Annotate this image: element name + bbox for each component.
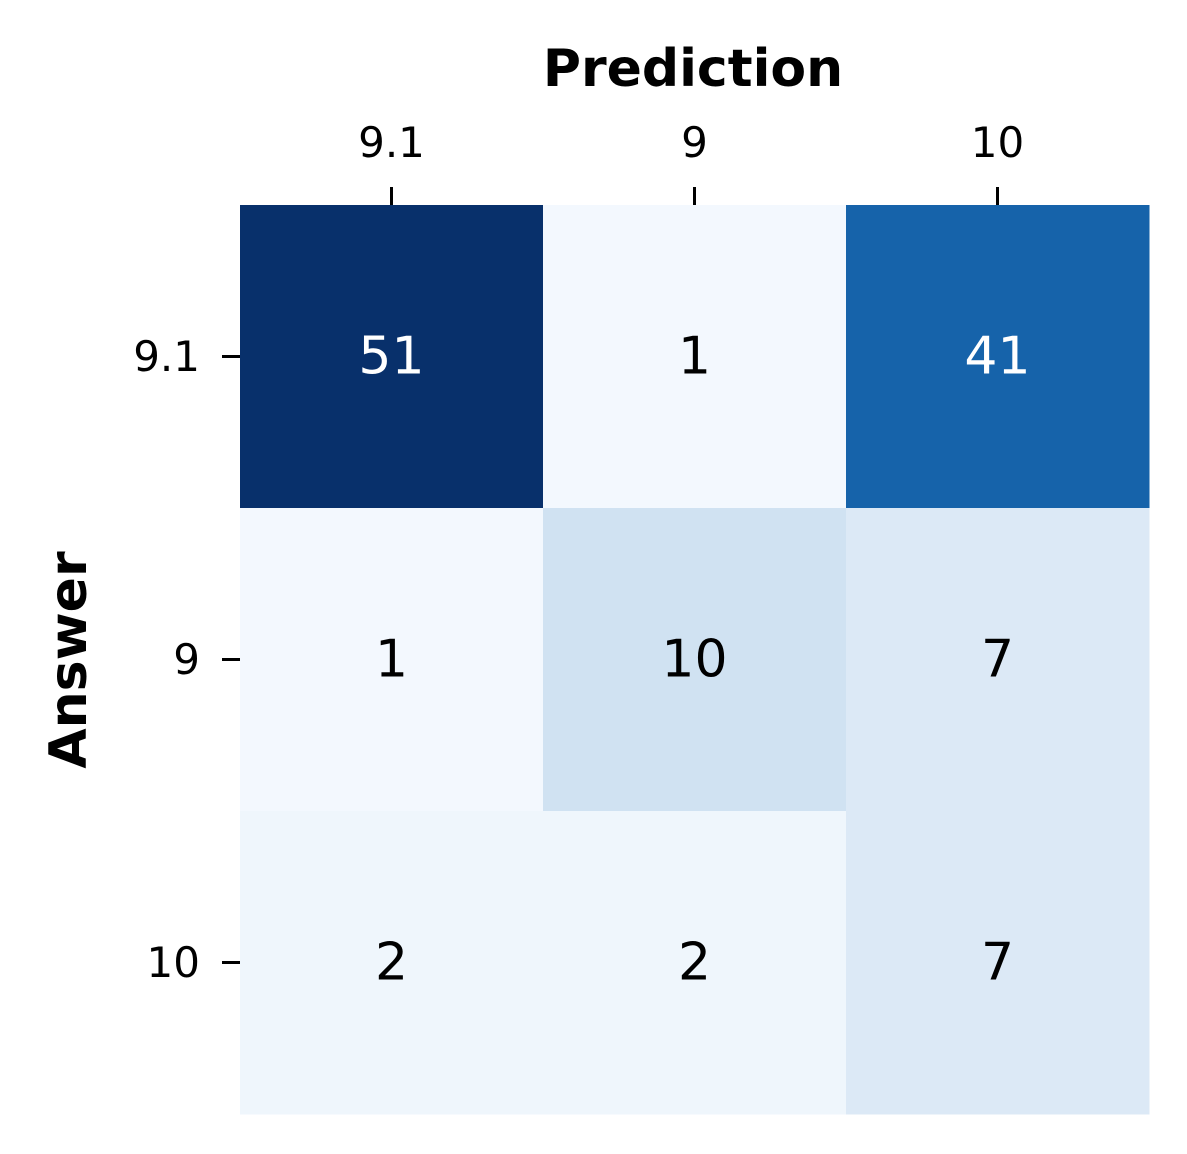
x-tick-label: 9.1 xyxy=(358,118,425,167)
x-tick-label: 10 xyxy=(971,118,1024,167)
heatmap-cell xyxy=(240,811,544,1115)
heatmap-cells: 51 1 41 1 10 7 2 2 7 xyxy=(240,205,1150,1115)
x-axis-ticks: 9.1 9 10 xyxy=(358,118,1024,205)
cell-value-label: 1 xyxy=(678,327,711,387)
y-tick-label: 9.1 xyxy=(133,332,200,381)
cell-value-label: 10 xyxy=(661,630,727,690)
heatmap-cell xyxy=(240,508,544,812)
heatmap-cell xyxy=(846,508,1150,812)
heatmap-cell xyxy=(240,205,544,509)
heatmap-cell xyxy=(846,205,1150,509)
cell-value-label: 1 xyxy=(375,630,408,690)
cell-value-label: 7 xyxy=(981,933,1014,993)
cell-value-label: 2 xyxy=(678,933,711,993)
x-tick-label: 9 xyxy=(681,118,708,167)
heatmap-cell xyxy=(543,508,847,812)
heatmap-cell xyxy=(543,205,847,509)
y-tick-label: 10 xyxy=(147,938,200,987)
y-axis-ticks: 9.1 9 10 xyxy=(133,332,240,987)
cell-value-label: 7 xyxy=(981,630,1014,690)
heatmap-cell xyxy=(543,811,847,1115)
y-tick-label: 9 xyxy=(173,635,200,684)
cell-value-label: 51 xyxy=(358,327,424,387)
heatmap-cell xyxy=(846,811,1150,1115)
y-axis-title: Answer xyxy=(39,551,99,769)
x-axis-title: Prediction xyxy=(543,39,843,99)
cell-value-label: 2 xyxy=(375,933,408,993)
cell-value-label: 41 xyxy=(964,327,1030,387)
